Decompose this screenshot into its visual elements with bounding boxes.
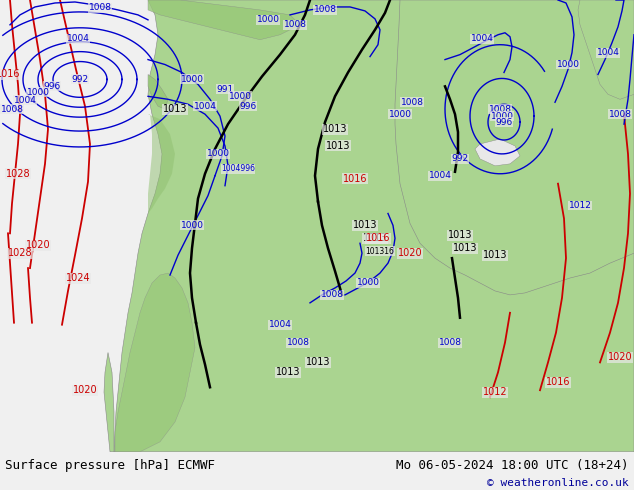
Polygon shape	[395, 0, 634, 295]
Text: 1004: 1004	[269, 320, 292, 329]
Polygon shape	[114, 0, 634, 452]
Text: 996: 996	[240, 102, 257, 111]
Text: 1004: 1004	[67, 34, 89, 43]
Text: © weatheronline.co.uk: © weatheronline.co.uk	[487, 478, 629, 488]
Text: 1013: 1013	[306, 357, 330, 368]
Text: 1004: 1004	[429, 171, 451, 180]
Text: 1008: 1008	[609, 110, 631, 119]
Text: 1013: 1013	[448, 230, 472, 240]
Text: 1016: 1016	[366, 233, 391, 244]
Text: 1013: 1013	[326, 141, 350, 151]
Text: 1008: 1008	[489, 105, 512, 114]
Text: 1016: 1016	[0, 70, 20, 79]
Text: 1000: 1000	[356, 278, 380, 288]
Text: 992: 992	[72, 75, 89, 84]
Text: 1016: 1016	[343, 174, 367, 184]
Polygon shape	[148, 0, 300, 40]
Text: 1008: 1008	[89, 3, 112, 12]
Text: 1004: 1004	[13, 96, 36, 105]
Text: 1013: 1013	[163, 104, 187, 114]
Text: 1008: 1008	[283, 20, 306, 29]
Text: 1000: 1000	[181, 221, 204, 230]
Text: 1000: 1000	[557, 60, 579, 69]
Text: 1028: 1028	[8, 248, 32, 258]
Text: 1008: 1008	[287, 338, 309, 347]
Polygon shape	[475, 139, 520, 166]
Text: 1013: 1013	[482, 250, 507, 260]
Polygon shape	[115, 273, 195, 452]
Text: 1016: 1016	[546, 377, 570, 387]
Polygon shape	[578, 0, 634, 99]
Text: 1000: 1000	[491, 112, 514, 121]
Text: 1008: 1008	[439, 338, 462, 347]
Text: 1000: 1000	[181, 75, 204, 84]
Text: 1013: 1013	[363, 233, 387, 244]
Text: 1013: 1013	[276, 368, 301, 377]
Text: 1008: 1008	[313, 5, 337, 14]
Text: 1000: 1000	[27, 88, 49, 97]
Text: 1000: 1000	[257, 15, 280, 24]
Text: 1024: 1024	[66, 273, 90, 283]
Text: 1004: 1004	[470, 34, 493, 43]
Text: 1000: 1000	[389, 110, 411, 119]
Text: 1008: 1008	[321, 291, 344, 299]
Text: 1004: 1004	[597, 48, 619, 57]
Text: 1012: 1012	[569, 201, 592, 210]
Text: 1000: 1000	[228, 92, 252, 101]
Text: 992: 992	[451, 154, 469, 163]
Text: 1012: 1012	[482, 387, 507, 397]
Text: 101316: 101316	[366, 246, 394, 256]
Text: 1004996: 1004996	[221, 164, 255, 173]
Text: 991: 991	[216, 85, 233, 94]
Text: 996: 996	[495, 118, 513, 126]
Polygon shape	[148, 74, 168, 109]
Text: 1020: 1020	[398, 248, 422, 258]
Text: 1008: 1008	[1, 105, 23, 114]
Text: 1020: 1020	[73, 385, 97, 395]
Text: 1000: 1000	[207, 149, 230, 158]
Text: 996: 996	[43, 82, 61, 91]
Polygon shape	[148, 114, 175, 214]
Text: 1028: 1028	[6, 169, 30, 179]
Text: 1008: 1008	[401, 98, 424, 107]
Text: 1020: 1020	[607, 352, 632, 363]
Text: Mo 06-05-2024 18:00 UTC (18+24): Mo 06-05-2024 18:00 UTC (18+24)	[396, 459, 629, 472]
Text: 1013: 1013	[323, 124, 347, 134]
Text: 1004: 1004	[193, 102, 216, 111]
Text: 1013: 1013	[353, 220, 377, 230]
Text: 1013: 1013	[453, 243, 477, 253]
Text: Surface pressure [hPa] ECMWF: Surface pressure [hPa] ECMWF	[5, 459, 215, 472]
Polygon shape	[104, 352, 114, 452]
Text: 1020: 1020	[26, 240, 50, 250]
